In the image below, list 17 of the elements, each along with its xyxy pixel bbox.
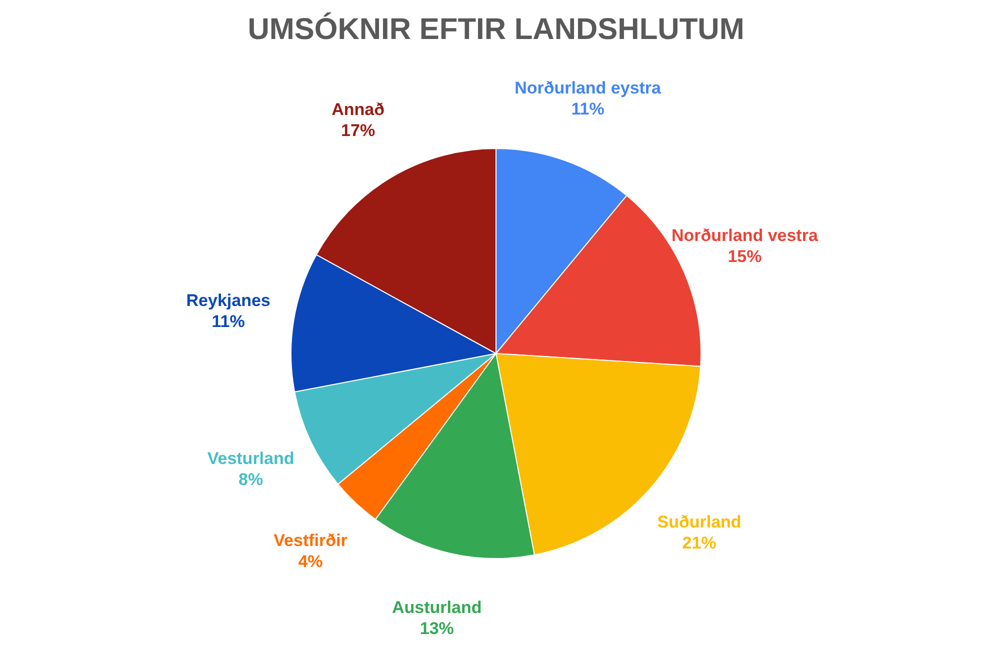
slice-label: Norðurland vestra: [671, 226, 818, 245]
data-label: 21%: [682, 534, 716, 553]
slice-label: Suðurland: [657, 512, 742, 532]
slice-label: Annað: [332, 100, 384, 120]
data-label: 4%: [298, 552, 323, 572]
data-label: 17%: [341, 121, 376, 140]
slice-label: Vesturland: [207, 448, 294, 468]
data-label: 8%: [238, 470, 264, 489]
data-label: 11%: [571, 100, 604, 119]
slice-label: Reykjanes: [186, 291, 270, 310]
chart-title: UMSÓKNIR EFTIR LANDSHLUTUM: [248, 12, 744, 46]
slice-label: Norðurland eystra: [514, 78, 662, 98]
slice-label: Vestfirðir: [274, 531, 348, 550]
slice-label: Austurland: [392, 598, 482, 617]
data-label: 13%: [420, 618, 454, 638]
data-label: 11%: [212, 312, 245, 332]
data-label: 15%: [728, 246, 762, 266]
